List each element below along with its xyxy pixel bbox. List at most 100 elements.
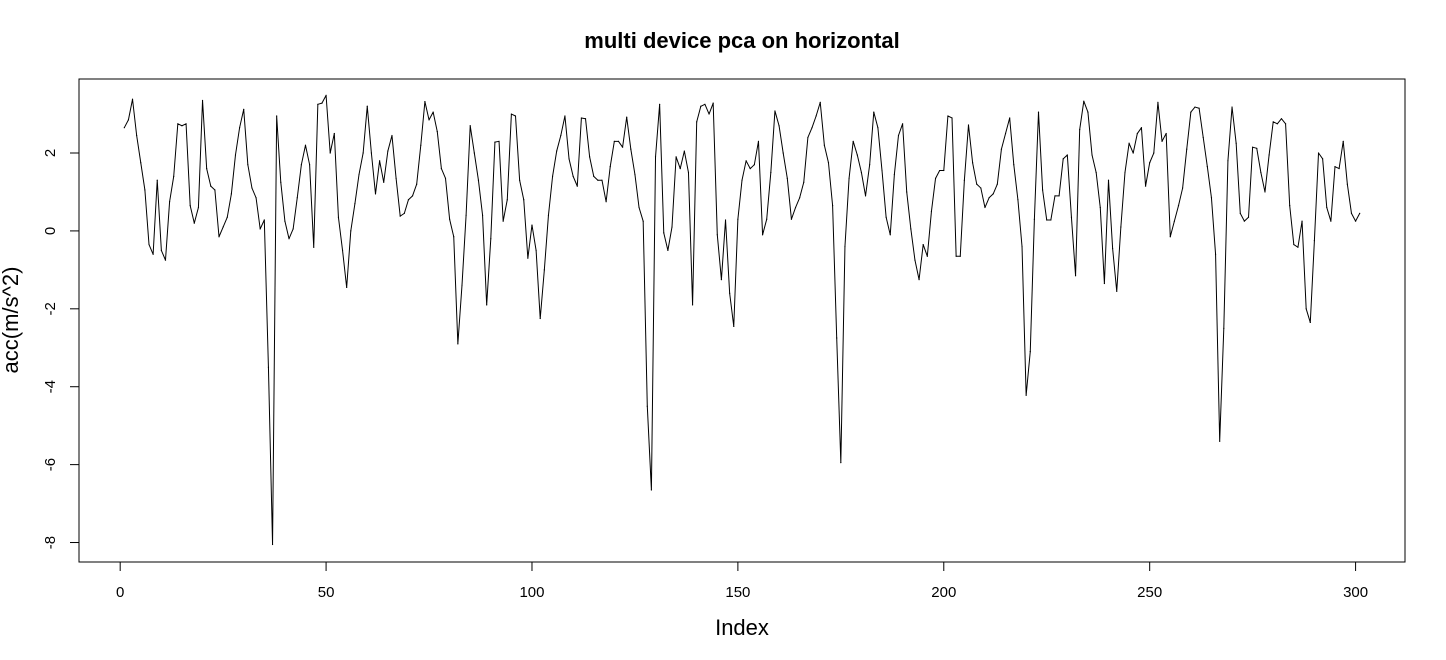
data-point (671, 226, 673, 228)
x-tick-label: 150 (725, 584, 750, 601)
x-tick-label: 0 (116, 584, 124, 601)
data-point (292, 228, 294, 230)
data-point (930, 210, 933, 213)
data-point (1322, 158, 1324, 160)
data-point (1112, 247, 1114, 250)
data-point (514, 115, 517, 117)
data-point (663, 232, 665, 234)
data-point (984, 206, 986, 209)
data-point (181, 125, 183, 127)
data-point (634, 173, 636, 176)
data-point (836, 337, 838, 339)
data-point (127, 119, 130, 121)
x-tick-label: 250 (1137, 584, 1162, 601)
data-point (630, 148, 632, 150)
data-point (160, 249, 162, 251)
data-point (675, 156, 677, 158)
data-point (753, 164, 755, 166)
data-point (1243, 220, 1245, 222)
data-point (811, 127, 813, 129)
data-point (939, 169, 941, 172)
y-axis-title: acc(m/s^2) (0, 267, 23, 374)
data-point (374, 193, 377, 195)
data-point (1013, 164, 1015, 166)
x-tick-label: 200 (931, 584, 956, 601)
data-point (506, 199, 508, 201)
data-point (230, 193, 232, 195)
data-point (877, 127, 879, 129)
data-point (535, 249, 537, 251)
data-point (539, 317, 541, 320)
data-point (774, 110, 776, 112)
data-point (589, 156, 591, 158)
data-point (782, 152, 784, 154)
y-tick-label: -8 (42, 536, 59, 549)
data-point (621, 146, 624, 148)
data-point (902, 123, 904, 125)
data-point (449, 218, 451, 220)
data-point (897, 134, 900, 137)
data-point (1099, 206, 1101, 209)
data-point (844, 245, 846, 248)
data-point (1293, 243, 1295, 246)
data-point (383, 181, 385, 183)
data-point (453, 236, 455, 238)
data-point (284, 220, 286, 222)
data-point (432, 111, 434, 113)
data-point (654, 156, 657, 158)
data-point (659, 103, 661, 105)
y-tick-label: 2 (42, 149, 59, 157)
data-point (1227, 160, 1229, 162)
data-point (910, 228, 912, 230)
data-point (1276, 123, 1278, 125)
data-point (1214, 253, 1217, 255)
data-point (1169, 236, 1171, 238)
data-point (276, 115, 278, 117)
data-point (428, 119, 430, 121)
data-point (1009, 117, 1011, 119)
data-point (288, 238, 290, 240)
data-point (1223, 327, 1225, 329)
data-point (926, 255, 928, 257)
data-point (193, 222, 195, 224)
data-point (881, 169, 883, 172)
data-point (679, 167, 681, 170)
data-point (856, 154, 858, 156)
data-point (140, 162, 142, 164)
data-point (560, 134, 562, 137)
data-point (638, 206, 640, 209)
data-point (947, 115, 949, 117)
data-point (1042, 189, 1044, 191)
data-point (1338, 167, 1340, 170)
data-point (424, 100, 426, 103)
data-point (251, 187, 253, 189)
data-point (580, 117, 583, 119)
data-point (700, 105, 702, 107)
data-point (498, 140, 500, 142)
data-point (362, 152, 364, 154)
data-point (494, 141, 496, 143)
data-point (1272, 121, 1274, 123)
data-point (543, 269, 545, 271)
data-point (963, 179, 965, 181)
data-point (597, 179, 599, 181)
data-point (1037, 111, 1040, 113)
data-point (486, 304, 488, 306)
data-point (864, 195, 867, 197)
data-point (490, 238, 492, 240)
data-point (461, 284, 463, 287)
data-point (1289, 204, 1291, 207)
data-point (584, 118, 587, 120)
data-point (848, 177, 850, 179)
data-point (918, 279, 920, 281)
data-point (1046, 219, 1048, 221)
data-point (980, 187, 982, 189)
data-point (1083, 100, 1085, 102)
data-point (325, 94, 327, 96)
data-point (976, 183, 978, 185)
data-point (473, 152, 475, 154)
data-point (757, 140, 760, 142)
data-point (263, 219, 265, 221)
data-point (959, 255, 961, 257)
data-point (823, 144, 825, 146)
